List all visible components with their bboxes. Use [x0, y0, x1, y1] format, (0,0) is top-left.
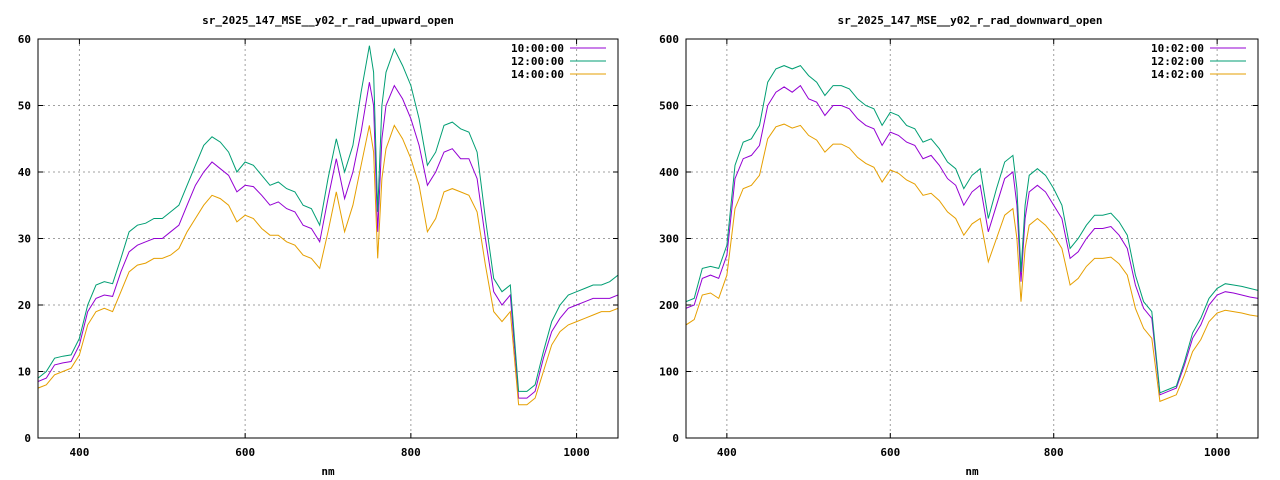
y-tick-label: 40 — [18, 166, 31, 179]
y-tick-label: 0 — [24, 432, 31, 445]
chart-panel-2: sr_2025_147_MSE__y02_r_rad_downward_open… — [659, 14, 1259, 478]
chart-panel-1: sr_2025_147_MSE__y02_r_rad_upward_open 0 1… — [18, 14, 619, 478]
legend-label: 10:02:00 — [1151, 42, 1204, 55]
legend-label: 12:00:00 — [511, 55, 564, 68]
legend-label: 12:02:00 — [1151, 55, 1204, 68]
x-tick-label: 600 — [880, 446, 900, 459]
x-tick-label: 1000 — [563, 446, 590, 459]
legend-label: 14:02:00 — [1151, 68, 1204, 81]
y-tick-label: 60 — [18, 33, 31, 46]
x-tick-label: 400 — [717, 446, 737, 459]
series-line-2 — [686, 64, 1258, 394]
x-tick-label: 400 — [69, 446, 89, 459]
series-line-3 — [38, 124, 618, 406]
series-line-1 — [38, 82, 618, 399]
chart-title: sr_2025_147_MSE__y02_r_rad_downward_open — [838, 14, 1103, 27]
legend-label: 10:00:00 — [511, 42, 564, 55]
x-axis-label: nm — [321, 465, 335, 478]
x-tick-label: 1000 — [1204, 446, 1231, 459]
y-tick-label: 0 — [672, 432, 679, 445]
x-tick-label: 800 — [401, 446, 421, 459]
y-tick-label: 30 — [18, 233, 31, 246]
series-line-2 — [38, 45, 618, 392]
series-line-3 — [686, 123, 1258, 403]
y-tick-label: 20 — [18, 299, 31, 312]
y-tick-label: 100 — [659, 366, 679, 379]
chart-title: sr_2025_147_MSE__y02_r_rad_upward_open — [202, 14, 454, 27]
y-tick-label: 400 — [659, 166, 679, 179]
y-tick-label: 500 — [659, 100, 679, 113]
x-tick-label: 600 — [235, 446, 255, 459]
y-tick-label: 600 — [659, 33, 679, 46]
y-tick-label: 200 — [659, 299, 679, 312]
plot-frame — [685, 38, 1259, 439]
x-tick-label: 800 — [1044, 446, 1064, 459]
plot-frame — [37, 38, 619, 439]
series-line-1 — [686, 84, 1258, 396]
y-tick-label: 50 — [18, 100, 31, 113]
x-axis-label: nm — [965, 465, 979, 478]
y-tick-label: 300 — [659, 233, 679, 246]
y-tick-label: 10 — [18, 366, 31, 379]
legend-label: 14:00:00 — [511, 68, 564, 81]
